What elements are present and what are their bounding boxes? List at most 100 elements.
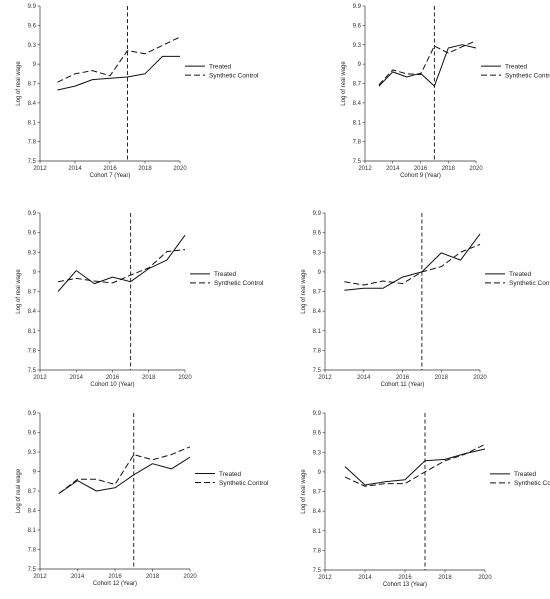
x-axis-title: Cohort 10 (Year) (90, 382, 134, 388)
series-line-synthetic-control (378, 40, 477, 86)
y-tick-label: 9.9 (28, 211, 37, 217)
x-tick-label: 2020 (473, 375, 487, 381)
y-tick-label: 8.1 (353, 120, 362, 126)
x-tick-label: 2020 (178, 375, 192, 381)
y-tick-label: 8.4 (313, 509, 322, 515)
y-tick-label: 9.9 (353, 4, 362, 10)
y-tick-label: 7.5 (313, 568, 322, 574)
y-tick-label: 7.8 (313, 548, 322, 554)
y-tick-label: 9.9 (313, 211, 322, 217)
chart-panel-3: 7.5 7.8 8.1 8.4 8.7 9 9.3 9.6 9.9 2012 2014 2016 201… (16, 211, 264, 388)
legend-label: Synthetic Control (505, 72, 550, 79)
y-tick-label: 8.7 (313, 290, 322, 296)
y-tick-label: 9.6 (313, 431, 322, 437)
y-tick-label: 8.4 (313, 309, 322, 315)
x-tick-label: 2016 (414, 166, 428, 172)
x-tick-label: 2012 (33, 375, 47, 381)
y-tick-label: 9.6 (313, 231, 322, 237)
y-axis-title: Log of real wage (16, 61, 22, 106)
chart-panel-4: 7.5 7.8 8.1 8.4 8.7 9 9.3 9.6 9.9 2012 2014 2016 201… (301, 211, 550, 388)
legend-label: Treated (219, 471, 242, 478)
x-tick-label: 2020 (173, 166, 187, 172)
legend-label: Synthetic Control (514, 480, 550, 487)
legend-label: Treated (209, 63, 232, 70)
x-tick-label: 2020 (183, 574, 197, 580)
x-tick-label: 2012 (318, 375, 332, 381)
series-line-treated (344, 233, 481, 291)
y-tick-label: 8.1 (313, 329, 322, 335)
legend-label: Synthetic Control (209, 72, 259, 79)
legend-label: Treated (509, 271, 532, 278)
x-tick-label: 2014 (386, 166, 400, 172)
y-tick-label: 9 (318, 270, 322, 276)
y-tick-label: 9.6 (28, 23, 37, 29)
y-tick-label: 8.7 (28, 290, 37, 296)
series-line-treated (58, 456, 191, 495)
x-tick-label: 2016 (103, 166, 117, 172)
x-axis-title: Cohort 9 (Year) (400, 173, 441, 179)
x-tick-label: 2012 (318, 575, 332, 581)
x-tick-label: 2014 (357, 375, 371, 381)
x-tick-label: 2018 (442, 166, 456, 172)
chart-panel-2: 7.5 7.8 8.1 8.4 8.7 9 9.3 9.6 9.9 2012 2014 2016 201… (341, 4, 550, 179)
x-tick-label: 2014 (358, 575, 372, 581)
y-tick-label: 8.4 (28, 509, 37, 515)
y-tick-label: 8.7 (28, 82, 37, 88)
y-tick-label: 9.3 (28, 250, 37, 256)
legend-label: Synthetic Control (219, 480, 269, 487)
y-tick-label: 8.7 (28, 489, 37, 495)
y-tick-label: 9.9 (313, 411, 322, 417)
series-line-synthetic-control (58, 446, 191, 494)
legend-label: Treated (214, 271, 237, 278)
series-line-treated (344, 448, 486, 486)
y-tick-label: 9.3 (28, 43, 37, 49)
y-tick-label: 9.3 (313, 250, 322, 256)
y-tick-label: 7.5 (353, 159, 362, 165)
y-axis-title: Log of real wage (301, 469, 307, 514)
x-tick-label: 2018 (435, 375, 449, 381)
y-tick-label: 9.6 (353, 23, 362, 29)
x-tick-label: 2012 (358, 166, 372, 172)
x-tick-label: 2018 (142, 375, 156, 381)
y-axis-title: Log of real wage (16, 269, 22, 314)
series-line-synthetic-control (57, 36, 181, 83)
y-tick-label: 7.5 (28, 567, 37, 573)
y-axis-title: Log of real wage (341, 61, 347, 106)
y-tick-label: 8.1 (313, 529, 322, 535)
x-tick-label: 2014 (70, 375, 84, 381)
y-tick-label: 7.8 (28, 140, 37, 146)
y-tick-label: 8.1 (28, 528, 37, 534)
y-tick-label: 7.5 (28, 368, 37, 374)
y-tick-label: 8.4 (353, 101, 362, 107)
x-axis-title: Cohort 13 (Year) (383, 582, 427, 588)
legend-label: Treated (514, 471, 537, 478)
x-tick-label: 2018 (438, 575, 452, 581)
x-axis-title: Cohort 7 (Year) (90, 173, 131, 179)
x-tick-label: 2012 (33, 166, 47, 172)
x-tick-label: 2016 (398, 575, 412, 581)
y-tick-label: 7.5 (28, 159, 37, 165)
y-tick-label: 8.7 (353, 82, 362, 88)
y-tick-label: 9.9 (28, 411, 37, 417)
legend-label: Treated (505, 63, 528, 70)
y-tick-label: 9 (33, 270, 37, 276)
chart-panel-1: 7.5 7.8 8.1 8.4 8.7 9 9.3 9.6 9.9 2012 2014 2016 201… (16, 4, 259, 179)
x-axis-title: Cohort 11 (Year) (381, 382, 425, 388)
series-line-treated (57, 55, 180, 91)
y-tick-label: 9.3 (28, 450, 37, 456)
y-tick-label: 9 (33, 470, 37, 476)
y-tick-label: 9 (33, 62, 37, 68)
y-tick-label: 9.3 (353, 43, 362, 49)
series-line-synthetic-control (344, 443, 486, 487)
x-tick-label: 2018 (146, 574, 160, 580)
y-tick-label: 7.8 (313, 348, 322, 354)
legend-label: Synthetic Control (509, 280, 550, 287)
legend-label: Synthetic Control (214, 280, 264, 287)
x-tick-label: 2020 (469, 166, 483, 172)
y-tick-label: 9 (318, 470, 322, 476)
y-tick-label: 9.6 (28, 431, 37, 437)
y-tick-label: 9.3 (313, 450, 322, 456)
y-tick-label: 8.1 (28, 329, 37, 335)
y-tick-label: 8.4 (28, 101, 37, 107)
